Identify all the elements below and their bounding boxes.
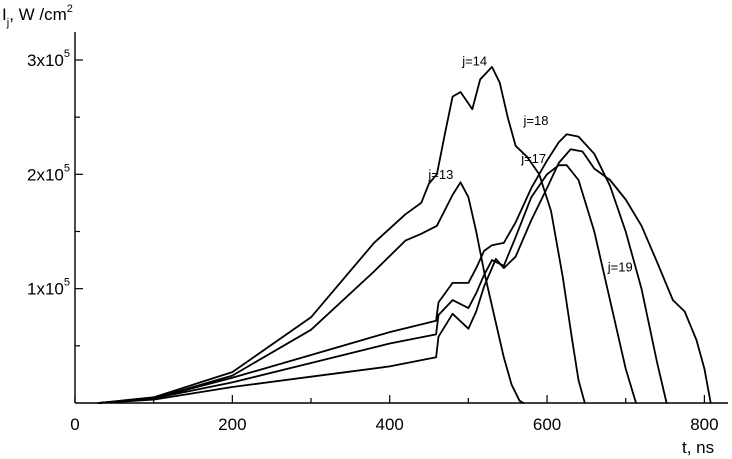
svg-text:Ij, W /cm2: Ij, W /cm2 — [2, 3, 73, 29]
series-line-j-17 — [97, 164, 637, 404]
x-tick-label: 200 — [218, 415, 246, 434]
y-tick-label: 3x105 — [27, 48, 70, 70]
ticks: 0 200 400 600 800 1x105 2x105 3x105 — [27, 48, 719, 434]
y-axis-label: Ij, W /cm2 — [2, 3, 73, 29]
x-tick-label: 0 — [70, 415, 79, 434]
y-tick-label: 1x105 — [27, 277, 70, 299]
series-label-j-19: j=19 — [607, 260, 633, 275]
series-line-j-19 — [97, 148, 712, 404]
x-tick-label: 600 — [533, 415, 561, 434]
series-group — [97, 66, 712, 404]
y-tick-label: 2x105 — [27, 162, 70, 184]
series-line-j-14 — [97, 66, 586, 404]
series-label-j-13: j=13 — [427, 167, 453, 182]
series-label-j-18: j=18 — [523, 113, 549, 128]
series-line-j-13 — [97, 181, 525, 404]
y-axis-label-sub: j — [6, 17, 9, 29]
y-axis-label-sup: 2 — [67, 3, 73, 15]
series-line-j-18 — [97, 133, 668, 404]
x-axis-label: t, ns — [682, 438, 714, 457]
x-tick-label: 400 — [376, 415, 404, 434]
y-axis-label-unit: , W /cm — [9, 5, 67, 24]
x-tick-label: 800 — [690, 415, 718, 434]
y-axis-label-main: I — [2, 5, 7, 24]
series-label-j-17: j=17 — [520, 151, 546, 166]
series-label-j-14: j=14 — [461, 54, 487, 69]
series-labels: j=13 j=14 j=17 j=18 j=19 — [427, 54, 632, 275]
axes — [74, 32, 728, 404]
